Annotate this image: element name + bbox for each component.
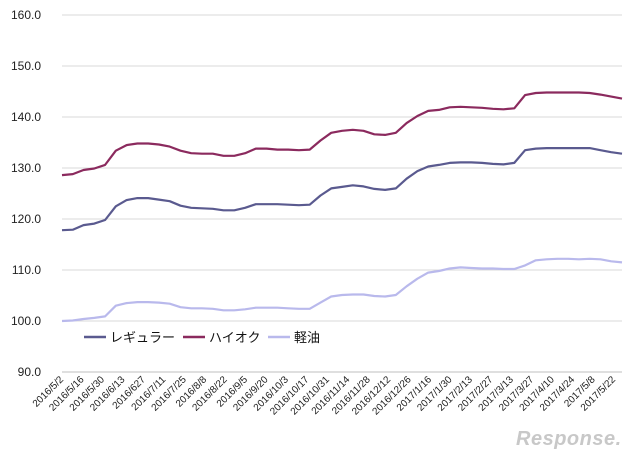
y-tick-label: 150.0 <box>11 59 41 73</box>
gridlines <box>62 14 622 322</box>
series-line-2 <box>61 257 623 323</box>
y-tick-label: 110.0 <box>12 263 41 277</box>
legend-label-2: 軽油 <box>294 330 320 345</box>
y-axis-ticks: 90.0 100.0 110.0 120.0 130.0 140.0 150.0 160.0 <box>11 8 41 379</box>
series-line-1 <box>61 91 623 177</box>
y-tick-label: 130.0 <box>11 161 41 175</box>
watermark-logo: Response. <box>516 428 622 450</box>
x-axis-ticks: 2016/5/22016/5/162016/5/302016/6/132016/… <box>31 374 619 417</box>
y-tick-label: 140.0 <box>11 110 41 124</box>
y-tick-label: 90.0 <box>18 365 42 379</box>
series-line-0 <box>61 147 623 232</box>
legend: レギュラー ハイオク 軽油 <box>84 330 320 345</box>
legend-label-1: ハイオク <box>209 330 260 345</box>
y-tick-label: 100.0 <box>11 314 41 328</box>
legend-label-0: レギュラー <box>110 330 175 345</box>
y-tick-label: 160.0 <box>11 8 41 22</box>
series-lines <box>61 91 623 323</box>
y-tick-label: 120.0 <box>11 212 41 226</box>
